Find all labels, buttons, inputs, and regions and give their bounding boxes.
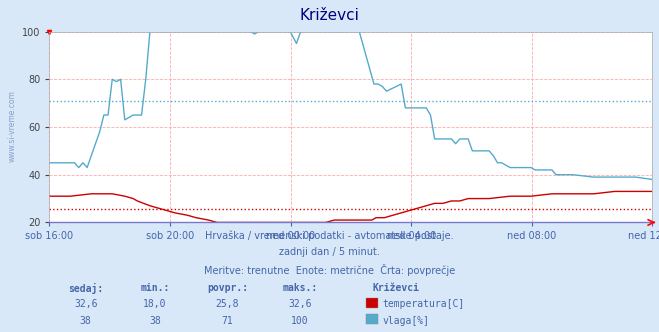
Text: sedaj:: sedaj: [68, 283, 103, 294]
Text: www.si-vreme.com: www.si-vreme.com [8, 90, 17, 162]
Text: 32,6: 32,6 [288, 299, 312, 309]
Text: 38: 38 [80, 316, 92, 326]
Text: 25,8: 25,8 [215, 299, 239, 309]
Text: Hrvaška / vremenski podatki - avtomatske postaje.: Hrvaška / vremenski podatki - avtomatske… [205, 231, 454, 241]
Text: 18,0: 18,0 [143, 299, 167, 309]
Text: 38: 38 [149, 316, 161, 326]
Text: temperatura[C]: temperatura[C] [383, 299, 465, 309]
Text: Križevci: Križevci [300, 8, 359, 23]
Text: vlaga[%]: vlaga[%] [383, 316, 430, 326]
Text: min.:: min.: [140, 283, 169, 293]
Text: povpr.:: povpr.: [207, 283, 248, 293]
Text: 71: 71 [221, 316, 233, 326]
Text: zadnji dan / 5 minut.: zadnji dan / 5 minut. [279, 247, 380, 257]
Text: Meritve: trenutne  Enote: metrične  Črta: povprečje: Meritve: trenutne Enote: metrične Črta: … [204, 264, 455, 276]
Text: Križevci: Križevci [372, 283, 419, 293]
Text: 100: 100 [291, 316, 308, 326]
Text: 32,6: 32,6 [74, 299, 98, 309]
Text: maks.:: maks.: [282, 283, 318, 293]
